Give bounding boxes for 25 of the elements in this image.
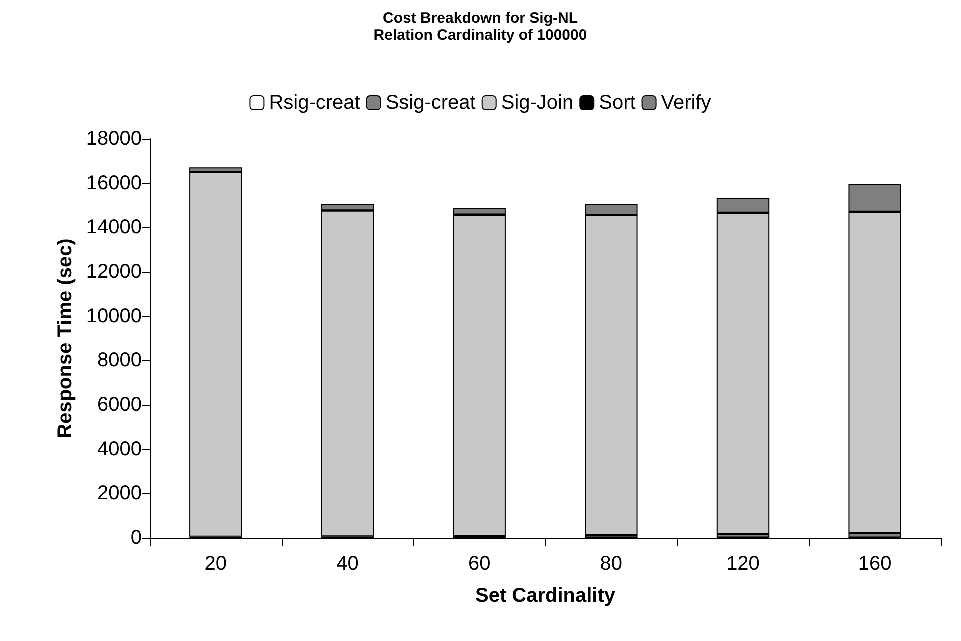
y-tick-label: 12000 — [86, 261, 142, 283]
x-tick-label: 80 — [600, 553, 623, 575]
y-axis-title: Response Time (sec) — [54, 238, 76, 438]
y-tick-label: 4000 — [98, 438, 142, 460]
y-tick-label: 0 — [130, 527, 142, 549]
legend-label: Sig-Join — [501, 92, 574, 114]
legend-label: Rsig-creat — [269, 92, 361, 114]
y-tick-label: 14000 — [86, 216, 142, 239]
legend-label: Verify — [661, 92, 712, 114]
x-tick-label: 160 — [858, 553, 892, 575]
y-tick-label: 18000 — [86, 128, 142, 150]
y-tick-label: 8000 — [98, 350, 142, 372]
y-tick-label: 10000 — [86, 305, 142, 328]
chart-subtitle: Relation Cardinality of 100000 — [374, 27, 588, 44]
chart-title: Cost Breakdown for Sig-NL — [382, 10, 578, 27]
y-tick-label: 16000 — [86, 172, 142, 194]
y-tick-label: 6000 — [98, 394, 142, 416]
legend-label: Ssig-creat — [386, 92, 476, 114]
x-tick-label: 120 — [726, 553, 760, 575]
x-tick-label: 40 — [336, 553, 359, 575]
x-tick-label: 60 — [468, 553, 491, 575]
x-tick-label: 20 — [204, 553, 228, 575]
legend-label: Sort — [599, 92, 636, 114]
y-tick-label: 2000 — [98, 482, 142, 505]
x-axis-title: Set Cardinality — [475, 585, 616, 607]
